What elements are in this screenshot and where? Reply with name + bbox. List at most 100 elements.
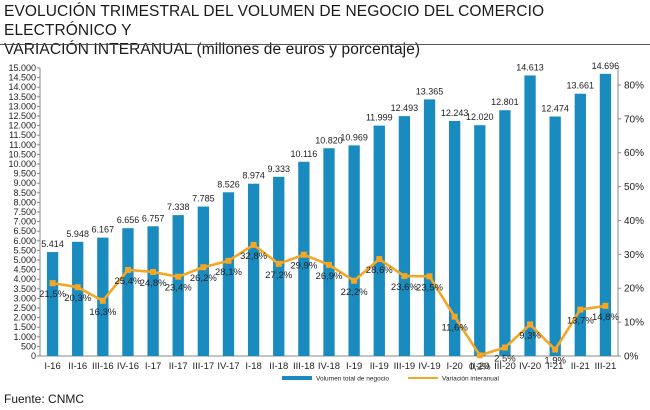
line-marker (552, 346, 559, 353)
line-value-label: 29,9% (290, 261, 317, 272)
line-marker (501, 344, 508, 351)
y-left-tick-label: 12.500 (8, 111, 36, 121)
bar (574, 93, 586, 356)
y-left-tick-label: 12.000 (8, 121, 36, 131)
line-marker (99, 297, 106, 304)
x-tick-label: IV-20 (519, 361, 541, 372)
bar-value-label: 9.333 (267, 164, 290, 174)
bar (247, 183, 260, 356)
line-value-label: 25,4% (114, 276, 141, 287)
y-left-tick-label: 5.500 (13, 245, 36, 255)
y-left-tick-label: 8.500 (13, 188, 36, 198)
bar (373, 125, 385, 356)
legend-label-line: Variación interanual (442, 376, 500, 383)
line-marker (250, 241, 257, 248)
y-left-tick-label: 0 (31, 351, 36, 361)
bar (398, 116, 411, 356)
y-left-tick-label: 15.000 (8, 63, 36, 73)
x-tick-label: I-18 (245, 361, 261, 372)
bar (147, 226, 159, 356)
x-tick-label: III-16 (92, 361, 114, 372)
line-marker (527, 321, 534, 328)
x-tick-label: I-19 (346, 361, 362, 372)
line-value-label: 13,7% (567, 316, 594, 327)
line-value-label: 16,3% (89, 307, 116, 318)
bar (197, 206, 210, 356)
y-left-tick-label: 2.500 (13, 303, 36, 313)
line-value-label: 28,1% (215, 267, 242, 278)
bar (222, 192, 235, 356)
line-marker (49, 280, 56, 287)
title-suffix: (millones de euros y porcentaje) (192, 41, 421, 58)
line-marker (175, 273, 182, 280)
line-marker (326, 261, 332, 268)
bar-value-label: 7.785 (192, 194, 215, 204)
y-left-tick-label: 3.000 (13, 293, 36, 303)
line-marker (200, 264, 207, 271)
line-value-label: 24,8% (140, 278, 167, 289)
x-tick-label: II-18 (269, 361, 288, 372)
line-marker (426, 273, 433, 280)
bar-value-label: 8.526 (217, 179, 240, 189)
x-tick-label: II-21 (571, 361, 590, 372)
line-marker (476, 352, 483, 359)
bar-value-label: 8.974 (242, 171, 265, 181)
x-tick-label: I-21 (547, 361, 563, 372)
title-line-1: EVOLUCIÓN TRIMESTRAL DEL VOLUMEN DE NEGO… (4, 3, 545, 39)
y-left-tick-label: 1.000 (13, 332, 36, 342)
x-tick-label: II-16 (68, 361, 87, 372)
line-value-label: 14,8% (592, 312, 619, 323)
bar-value-label: 6.757 (142, 213, 165, 223)
y-right-tick-label: 0% (624, 352, 639, 363)
line-value-label: 26,9% (316, 271, 343, 282)
line-marker (300, 251, 307, 258)
bar (499, 110, 511, 356)
y-right-tick-label: 80% (624, 80, 644, 91)
x-tick-label: III-19 (394, 361, 416, 372)
y-left-tick-label: 4.000 (13, 274, 36, 284)
bar (448, 120, 461, 356)
x-tick-label: III-18 (293, 361, 315, 372)
line-marker (275, 260, 282, 267)
y-left-tick-label: 5.000 (13, 255, 36, 265)
line-value-label: 20,3% (64, 293, 91, 304)
bar-value-label: 13.365 (416, 86, 444, 96)
y-left-tick-label: 10.500 (8, 149, 36, 159)
x-tick-label: I-17 (145, 361, 161, 372)
line-value-label: 9,3% (519, 330, 541, 341)
bar-value-label: 12.243 (441, 108, 469, 118)
x-tick-label: IV-17 (217, 361, 239, 372)
bar-value-label: 6.167 (92, 225, 115, 235)
line-value-label: 1,9% (544, 356, 566, 367)
bar-value-label: 14.696 (592, 61, 620, 71)
line-marker (577, 306, 584, 313)
line-value-label: 32,8% (240, 251, 267, 262)
line-value-label: 23,5% (416, 282, 443, 293)
bar-value-label: 6.656 (117, 215, 140, 225)
y-left-tick-label: 13.000 (8, 101, 36, 111)
bar-value-label: 5.414 (41, 239, 64, 249)
x-tick-label: III-17 (193, 361, 215, 372)
y-right-tick-label: 30% (624, 250, 644, 261)
line-value-label: 0,2% (469, 361, 491, 372)
chart-title: EVOLUCIÓN TRIMESTRAL DEL VOLUMEN DE NEGO… (4, 2, 644, 59)
bar (549, 116, 561, 356)
y-left-tick-label: 10.000 (8, 159, 36, 169)
bar (122, 228, 134, 356)
y-right-tick-label: 70% (624, 114, 644, 125)
y-left-tick-label: 1.500 (13, 322, 36, 332)
bar-value-label: 12.801 (491, 97, 519, 107)
bar-value-label: 7.338 (167, 202, 190, 212)
y-right-tick-label: 40% (624, 216, 644, 227)
line-marker (150, 268, 157, 275)
bar (599, 73, 612, 357)
line-marker (351, 277, 358, 284)
x-tick-label: IV-19 (418, 361, 440, 372)
bar (423, 99, 436, 356)
y-right-tick-label: 20% (624, 284, 644, 295)
line-marker (225, 257, 232, 264)
y-left-tick-label: 4.500 (13, 265, 36, 275)
line-marker (124, 266, 131, 273)
line-marker (451, 313, 458, 320)
y-left-tick-label: 11.500 (9, 130, 36, 140)
